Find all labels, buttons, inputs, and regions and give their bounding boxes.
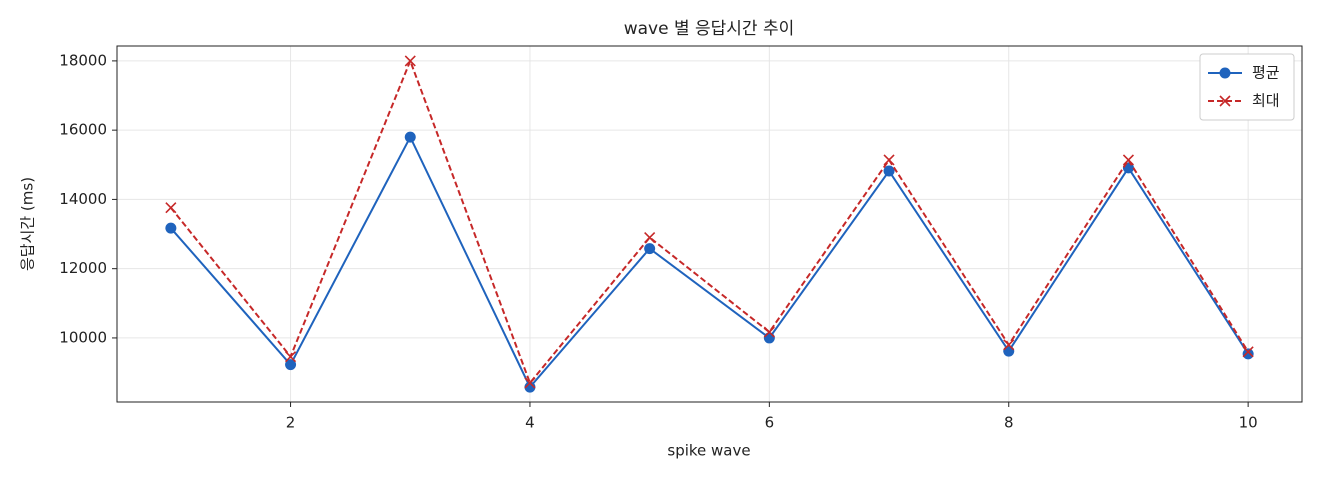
data-point [763,326,775,338]
x-axis-label: spike wave [667,442,750,460]
data-point [404,131,416,143]
data-point [883,165,895,177]
x-tick-label: 6 [765,414,775,432]
series-line [170,134,1249,389]
x-tick-label: 4 [525,414,535,432]
y-tick-label: 10000 [59,328,107,346]
legend-label: 최대 [1252,92,1280,110]
data-point [1003,339,1015,351]
data-point [1122,154,1135,166]
plot-frame [116,45,1303,403]
data-point [165,202,177,214]
data-point [1242,346,1254,358]
data-point [285,359,297,371]
data-point [1003,345,1015,357]
legend-box [1199,53,1295,121]
data-point [404,55,416,67]
x-tick-label: 2 [286,414,296,432]
data-point [524,381,536,393]
data-point [524,377,536,389]
data-point [165,222,177,234]
x-tick-label: 8 [1004,414,1014,432]
data-point [644,231,656,244]
data-point [644,243,656,255]
chart-title: wave 별 응답시간 추이 [624,19,795,39]
data-point [284,351,297,363]
data-point [1242,348,1254,360]
y-tick-label: 14000 [59,190,107,208]
data-point [883,154,895,166]
y-tick-label: 12000 [59,259,107,277]
legend-marker [1219,67,1231,79]
y-tick-label: 16000 [59,121,107,139]
series-line [170,58,1249,385]
legend-label: 평균 [1252,64,1280,82]
y-axis-label: 응답시간 (ms) [19,177,37,271]
y-tick-label: 18000 [59,51,107,69]
legend-marker [1219,95,1231,107]
data-point [763,332,775,344]
x-tick-label: 10 [1239,414,1258,432]
